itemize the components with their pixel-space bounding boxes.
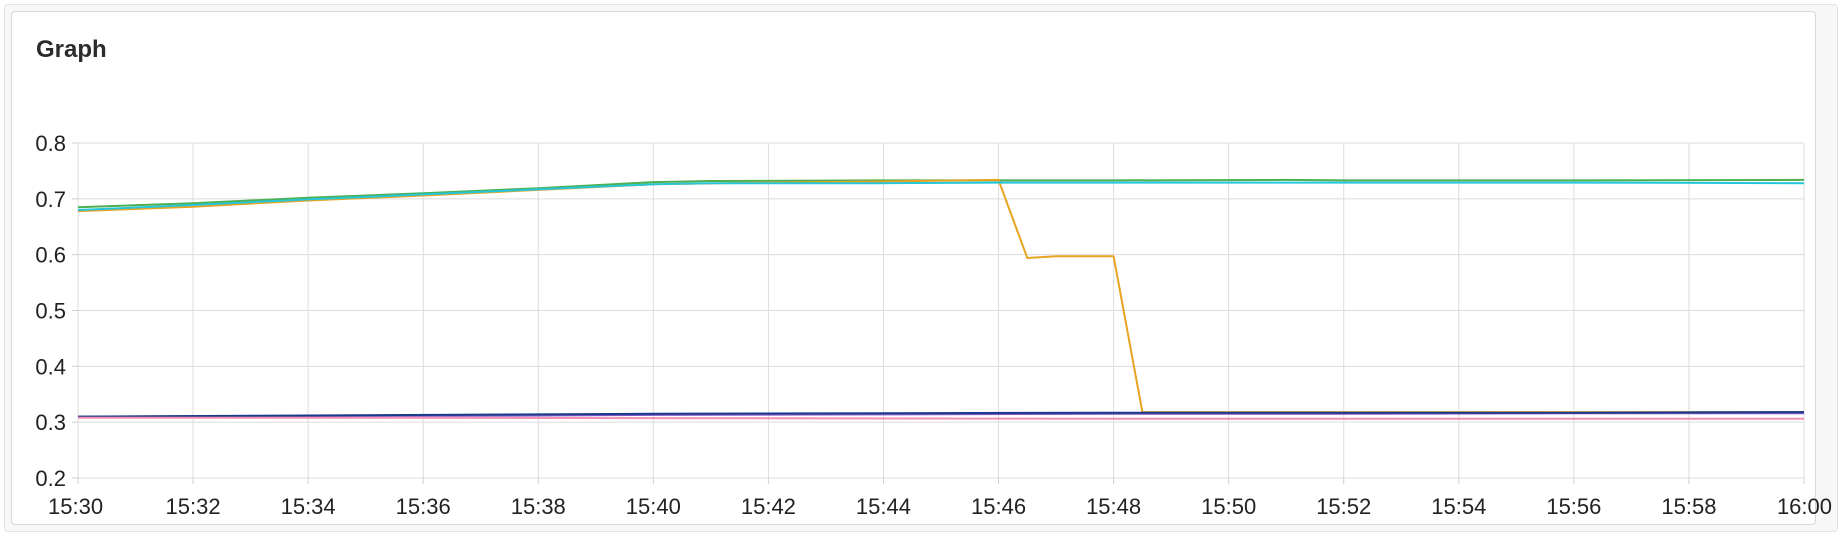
series-line-5 xyxy=(77,411,1805,418)
y-tick-label: 0.3 xyxy=(35,410,66,435)
y-tick-label: 0.5 xyxy=(35,299,66,324)
y-tick-label: 0.4 xyxy=(35,354,66,379)
x-axis: 15:30 15:32 15:34 15:36 15:38 15:40 15:42 15:44… xyxy=(48,478,1832,519)
x-tick-label: 15:48 xyxy=(1086,494,1141,519)
x-tick-label: 15:46 xyxy=(971,494,1026,519)
x-tick-label: 15:42 xyxy=(741,494,796,519)
x-tick-label: 15:50 xyxy=(1201,494,1256,519)
x-tick-label: 15:36 xyxy=(396,494,451,519)
graph-panel xyxy=(11,11,1816,525)
y-tick-label: 0.6 xyxy=(35,243,66,268)
x-tick-label: 15:34 xyxy=(281,494,336,519)
x-tick-label: 15:30 xyxy=(48,494,103,519)
chart-series xyxy=(77,178,1805,420)
x-tick-label: 15:54 xyxy=(1431,494,1486,519)
series-line-6 xyxy=(78,416,1804,420)
y-tick-label: 0.8 xyxy=(35,131,66,156)
y-tick-label: 0.7 xyxy=(35,187,66,212)
series-line-2 xyxy=(77,178,1804,414)
x-tick-label: 15:56 xyxy=(1546,494,1601,519)
x-tick-label: 16:00 xyxy=(1777,494,1832,519)
panel-title: Graph xyxy=(36,36,107,63)
y-tick-label: 0.2 xyxy=(35,466,66,491)
y-axis: 0.2 0.3 0.4 0.5 0.6 0.7 0.8 xyxy=(35,131,78,491)
chart-grid xyxy=(77,142,1805,479)
x-tick-label: 15:38 xyxy=(511,494,566,519)
series-line-1 xyxy=(77,178,1805,209)
series-line-3 xyxy=(77,181,1805,211)
x-tick-label: 15:52 xyxy=(1316,494,1371,519)
x-tick-label: 15:32 xyxy=(166,494,221,519)
x-tick-label: 15:44 xyxy=(856,494,911,519)
x-tick-label: 15:58 xyxy=(1661,494,1716,519)
x-tick-label: 15:40 xyxy=(626,494,681,519)
